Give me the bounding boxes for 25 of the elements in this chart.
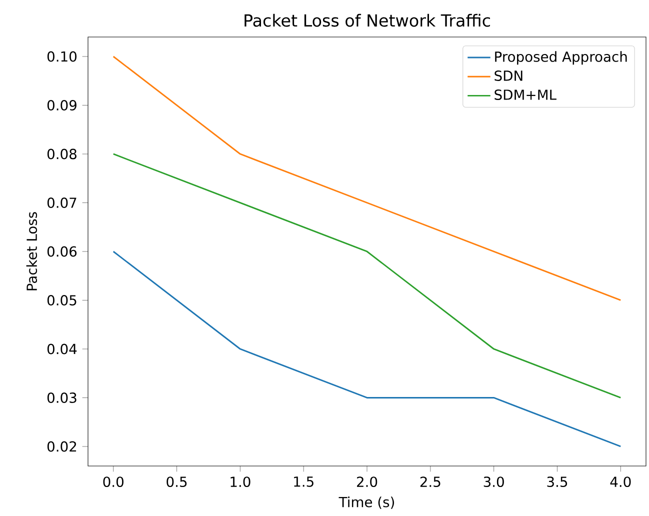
- y-tick-label: 0.03: [47, 392, 76, 403]
- legend-label: Proposed Approach: [495, 51, 627, 65]
- x-tick-label: 0.5: [166, 476, 187, 488]
- legend-label: SDN: [494, 70, 522, 81]
- y-tick-label: 0.10: [47, 51, 77, 62]
- y-tick-label: 0.07: [47, 198, 76, 208]
- x-tick-label: 0.0: [103, 476, 124, 488]
- y-tick-label: 0.06: [47, 246, 77, 257]
- y-axis-title: Packet Loss: [26, 212, 38, 290]
- y-tick-label: 0.09: [47, 100, 76, 110]
- x-tick-label: 1.5: [294, 476, 314, 487]
- y-tick-label: 0.05: [47, 295, 76, 306]
- x-axis-title: Time (s): [338, 496, 394, 509]
- legend-label: SDM+ML: [494, 90, 556, 100]
- x-tick-label: 3.0: [484, 476, 504, 488]
- y-tick-label: 0.02: [47, 441, 76, 452]
- x-tick-label: 1.0: [230, 476, 250, 488]
- line-series: [112, 250, 622, 448]
- x-tick-label: 4.0: [610, 476, 631, 488]
- x-tick-label: 2.5: [420, 476, 440, 488]
- y-tick-label: 0.04: [47, 344, 77, 354]
- chart-title: Packet Loss of Network Traffic: [244, 14, 490, 27]
- y-tick-label: 0.08: [47, 148, 76, 160]
- x-tick-label: 3.5: [547, 476, 568, 488]
- x-tick-label: 2.0: [357, 476, 378, 488]
